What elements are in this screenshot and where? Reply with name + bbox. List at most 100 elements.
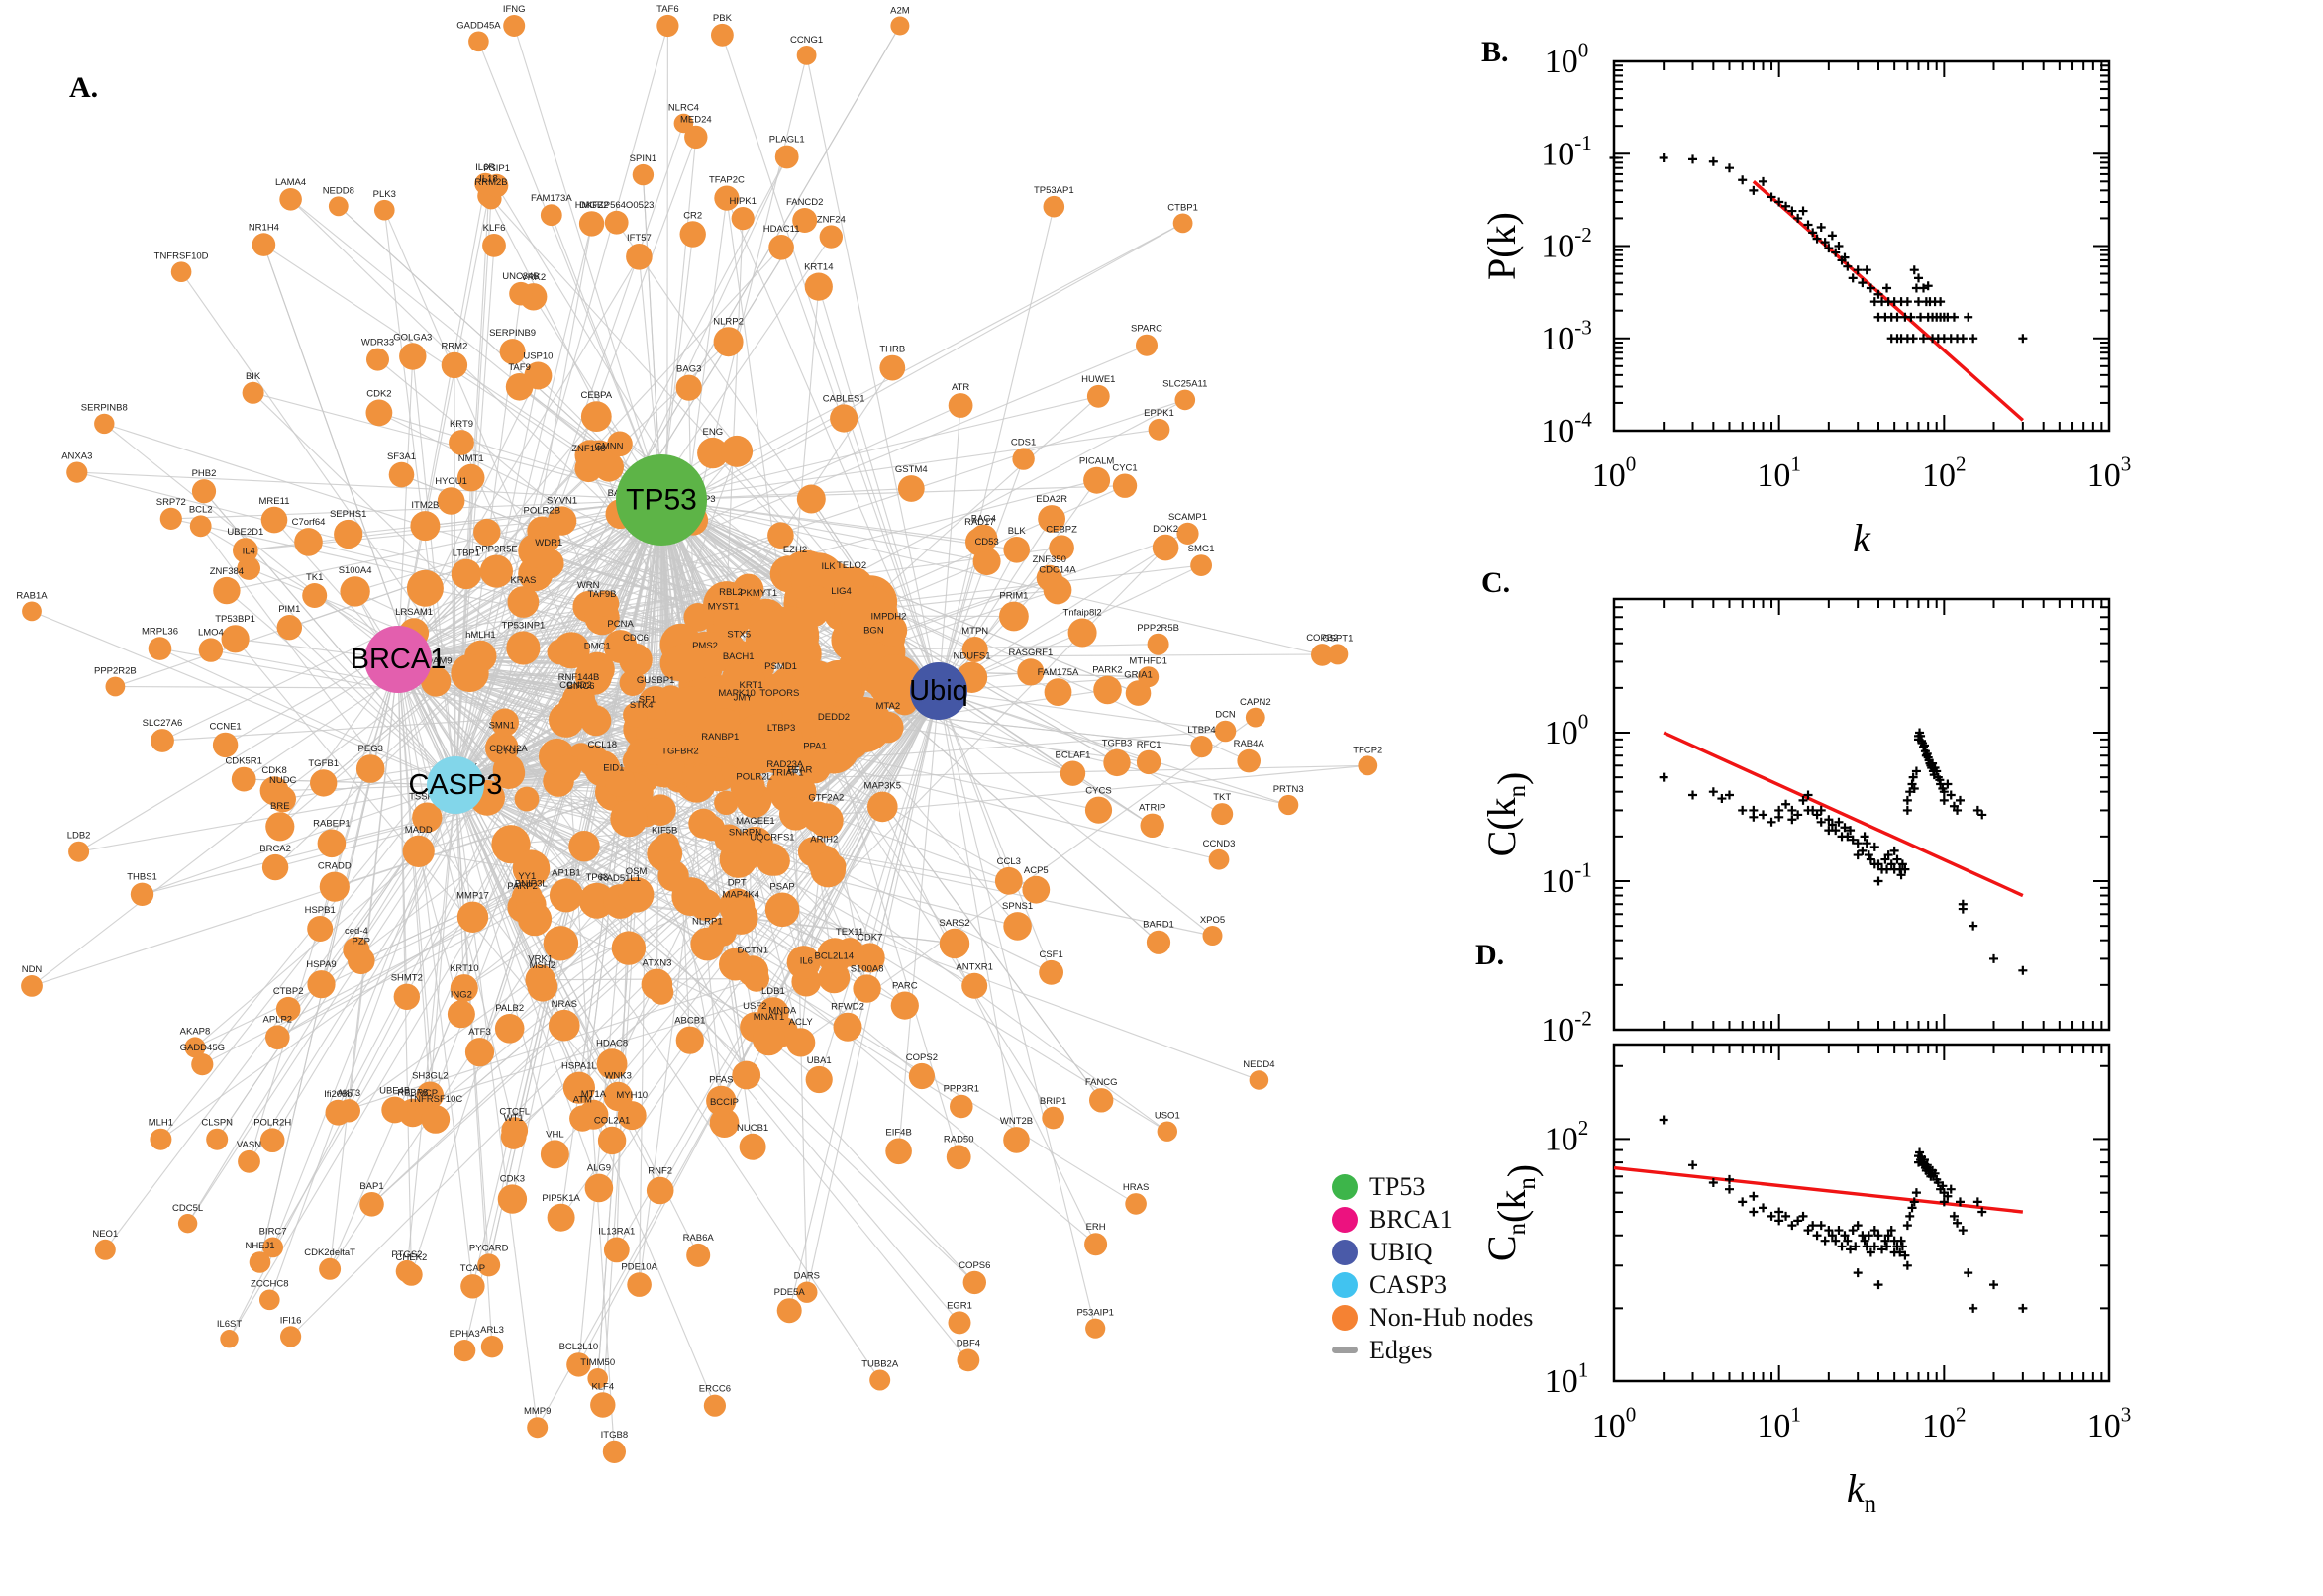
data-point bbox=[1873, 1280, 1883, 1290]
network-node bbox=[1003, 1127, 1030, 1153]
network-node-label: CDC14A bbox=[1039, 565, 1076, 576]
data-point bbox=[1906, 312, 1916, 322]
plot-frame bbox=[1612, 1043, 2111, 1383]
network-node bbox=[867, 654, 922, 709]
network-node-label: TFCP2 bbox=[1353, 745, 1382, 755]
network-node bbox=[265, 812, 295, 842]
data-point bbox=[1834, 242, 1844, 250]
data-point bbox=[1724, 1184, 1734, 1194]
data-point bbox=[1816, 1221, 1826, 1231]
network-node-label: MED24 bbox=[680, 115, 712, 126]
network-node bbox=[578, 211, 605, 237]
network-node-label: ARL3 bbox=[480, 1325, 504, 1336]
data-point bbox=[1864, 1231, 1873, 1241]
network-node-label: RABEP1 bbox=[313, 819, 351, 830]
network-edge bbox=[454, 784, 539, 1428]
data-point bbox=[1886, 859, 1896, 869]
network-node bbox=[410, 511, 441, 542]
data-point bbox=[1869, 1242, 1879, 1251]
network-node-label: PIP5K1A bbox=[542, 1193, 580, 1204]
network-edge bbox=[551, 214, 662, 501]
data-point bbox=[1774, 1207, 1784, 1217]
network-node-label: BRCA2 bbox=[259, 844, 291, 854]
network-edge bbox=[827, 690, 940, 870]
network-node bbox=[527, 1417, 549, 1439]
network-edge bbox=[397, 658, 408, 997]
network-node bbox=[490, 708, 519, 737]
data-point bbox=[1749, 1207, 1759, 1217]
network-node-label: THBS1 bbox=[127, 872, 157, 883]
data-point bbox=[1939, 1197, 1949, 1207]
network-node bbox=[1043, 195, 1065, 218]
network-node-label: RAD51L1 bbox=[600, 873, 641, 884]
data-point bbox=[1843, 832, 1853, 842]
network-node bbox=[580, 401, 612, 432]
legend-dot-icon bbox=[1332, 1173, 1358, 1200]
network-node bbox=[233, 538, 258, 563]
network-node bbox=[503, 15, 526, 37]
network-node-label: CTBP2 bbox=[273, 986, 304, 997]
network-node-label: CDS1 bbox=[1011, 437, 1036, 448]
network-node-label: HSPB1 bbox=[305, 905, 336, 916]
network-edge bbox=[229, 720, 597, 1340]
data-point bbox=[1853, 1268, 1863, 1278]
network-node bbox=[148, 637, 172, 660]
network-node-label: CAPN2 bbox=[1240, 697, 1271, 708]
network-node bbox=[328, 196, 349, 217]
x-axis-label: k bbox=[1853, 516, 1871, 560]
network-node-label: ITM2B bbox=[411, 500, 439, 511]
data-point bbox=[1738, 175, 1748, 185]
network-node-label: UNC84B bbox=[502, 271, 540, 282]
network-edge bbox=[938, 690, 1154, 827]
network-node-label: LAMA4 bbox=[275, 177, 306, 188]
network-node bbox=[654, 832, 680, 858]
network-node bbox=[699, 815, 726, 842]
data-point bbox=[1851, 1242, 1861, 1251]
network-node-label: WNK3 bbox=[604, 1071, 631, 1082]
data-point bbox=[1900, 1250, 1910, 1260]
network-node-label: CCND2 bbox=[559, 680, 592, 691]
data-point bbox=[1914, 297, 1924, 307]
network-node-label: SLC27A6 bbox=[143, 718, 183, 729]
network-node-label: TSSK1B bbox=[409, 792, 445, 803]
network-node bbox=[159, 507, 182, 531]
network-node-label: SPARC bbox=[1131, 324, 1162, 335]
network-node bbox=[1174, 389, 1196, 411]
network-node bbox=[381, 1096, 409, 1124]
data-point bbox=[1958, 334, 1968, 344]
data-point bbox=[1866, 1247, 1875, 1257]
data-point bbox=[1708, 1178, 1718, 1188]
network-node bbox=[767, 522, 794, 549]
network-node-label: ERH bbox=[1086, 1222, 1106, 1233]
y-tick-label: 10-4 bbox=[1541, 408, 1592, 449]
network-edge bbox=[605, 535, 781, 605]
network-node bbox=[961, 637, 988, 662]
network-node bbox=[66, 461, 88, 483]
network-node-label: SYVN1 bbox=[547, 495, 577, 506]
network-node-label: MADD bbox=[405, 825, 433, 836]
network-node-label: VRK2 bbox=[521, 272, 546, 283]
network-edge bbox=[225, 499, 662, 746]
network-node-label: JMY bbox=[734, 693, 754, 704]
network-node bbox=[506, 631, 541, 665]
network-node bbox=[1140, 813, 1164, 838]
data-point bbox=[1909, 784, 1919, 794]
network-node-label: WNT2B bbox=[1000, 1116, 1033, 1127]
network-node-label: BAG3 bbox=[676, 364, 701, 375]
data-point bbox=[1767, 817, 1776, 827]
network-node bbox=[302, 583, 328, 608]
data-point bbox=[1724, 1174, 1734, 1184]
network-node bbox=[549, 1009, 580, 1042]
data-point bbox=[1781, 799, 1791, 809]
network-node-label: IFI16 bbox=[280, 1315, 302, 1326]
network-edge bbox=[560, 690, 940, 1219]
data-point bbox=[1946, 790, 1956, 800]
network-node-label: PPP2R2B bbox=[94, 666, 137, 677]
data-point bbox=[1831, 1236, 1841, 1246]
network-node-label: SMG1 bbox=[1188, 544, 1215, 554]
network-node bbox=[890, 16, 910, 36]
network-node-label: BCCIP bbox=[710, 1097, 739, 1108]
network-node-label: TP53BP1 bbox=[215, 614, 255, 625]
network-edge bbox=[660, 137, 697, 501]
protein-interaction-network: MNDA Ifi205b POLR2B ZNF24 USF2 DKFZP564O0523 T… bbox=[16, 4, 1382, 1463]
